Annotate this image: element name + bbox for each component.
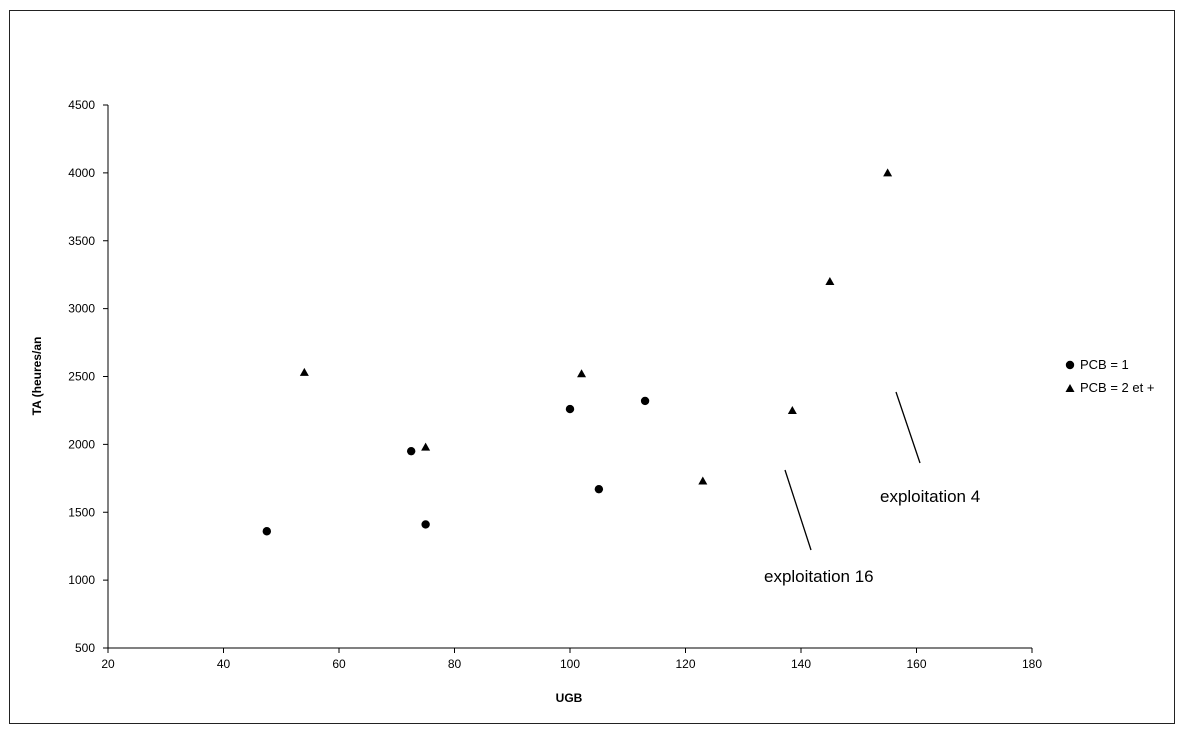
chart-frame: [9, 10, 1175, 724]
point-pcb-1: [421, 520, 430, 529]
y-axis-title: TA (heures/an: [30, 337, 44, 416]
y-tick-label: 1000: [68, 573, 95, 587]
annotation-line-exploitation-4: [895, 391, 921, 464]
legend-label-pcb-1: PCB = 1: [1080, 357, 1129, 372]
legend: PCB = 1 PCB = 2 et +: [1065, 357, 1154, 395]
point-pcb-1: [640, 396, 650, 406]
x-tick-label: 60: [332, 657, 346, 671]
y-tick-label: 4000: [68, 166, 95, 180]
point-pcb-2-et-plus: [421, 442, 431, 451]
x-tick-label: 80: [448, 657, 462, 671]
x-tick-label: 140: [791, 657, 811, 671]
legend-triangle-marker: [1065, 384, 1075, 392]
x-tick-label: 40: [217, 657, 231, 671]
point-pcb-2-et-plus: [299, 367, 309, 376]
y-tick-label: 2000: [68, 437, 95, 451]
point-pcb-1: [594, 484, 604, 494]
point-pcb-2-et-plus: [825, 276, 835, 285]
annotation-exploitation-16: exploitation 16: [764, 567, 874, 586]
data-points: [262, 168, 893, 536]
y-tick-label: 1500: [68, 505, 95, 519]
point-pcb-2-et-plus: [883, 168, 893, 177]
point-pcb-2-et-plus: [577, 369, 587, 378]
annotation-exploitation-4: exploitation 4: [880, 487, 980, 506]
annotation-line-exploitation-16: [784, 469, 812, 551]
x-tick-label: 160: [906, 657, 926, 671]
y-tick-label: 4500: [68, 98, 95, 112]
x-tick-label: 120: [675, 657, 695, 671]
x-tick-label: 180: [1022, 657, 1042, 671]
y-tick-label: 500: [75, 641, 95, 655]
point-pcb-2-et-plus: [787, 405, 797, 414]
x-tick-label: 20: [101, 657, 115, 671]
y-tick-label: 2500: [68, 370, 95, 384]
point-pcb-1: [262, 527, 272, 536]
point-pcb-1: [565, 404, 575, 414]
point-pcb-2-et-plus: [698, 476, 708, 485]
x-axis-title: UGB: [556, 691, 583, 705]
y-tick-label: 3000: [68, 302, 95, 316]
y-ticks: 500 1000 1500 2000 2500 3000 3500 4000 4500: [68, 98, 108, 655]
legend-label-pcb-2: PCB = 2 et +: [1080, 380, 1154, 395]
point-pcb-1: [406, 446, 416, 456]
x-ticks: 20 40 60 80 100 120 140 160 180: [101, 648, 1042, 671]
x-tick-label: 100: [560, 657, 580, 671]
y-tick-label: 3500: [68, 234, 95, 248]
legend-circle-marker: [1065, 360, 1075, 370]
